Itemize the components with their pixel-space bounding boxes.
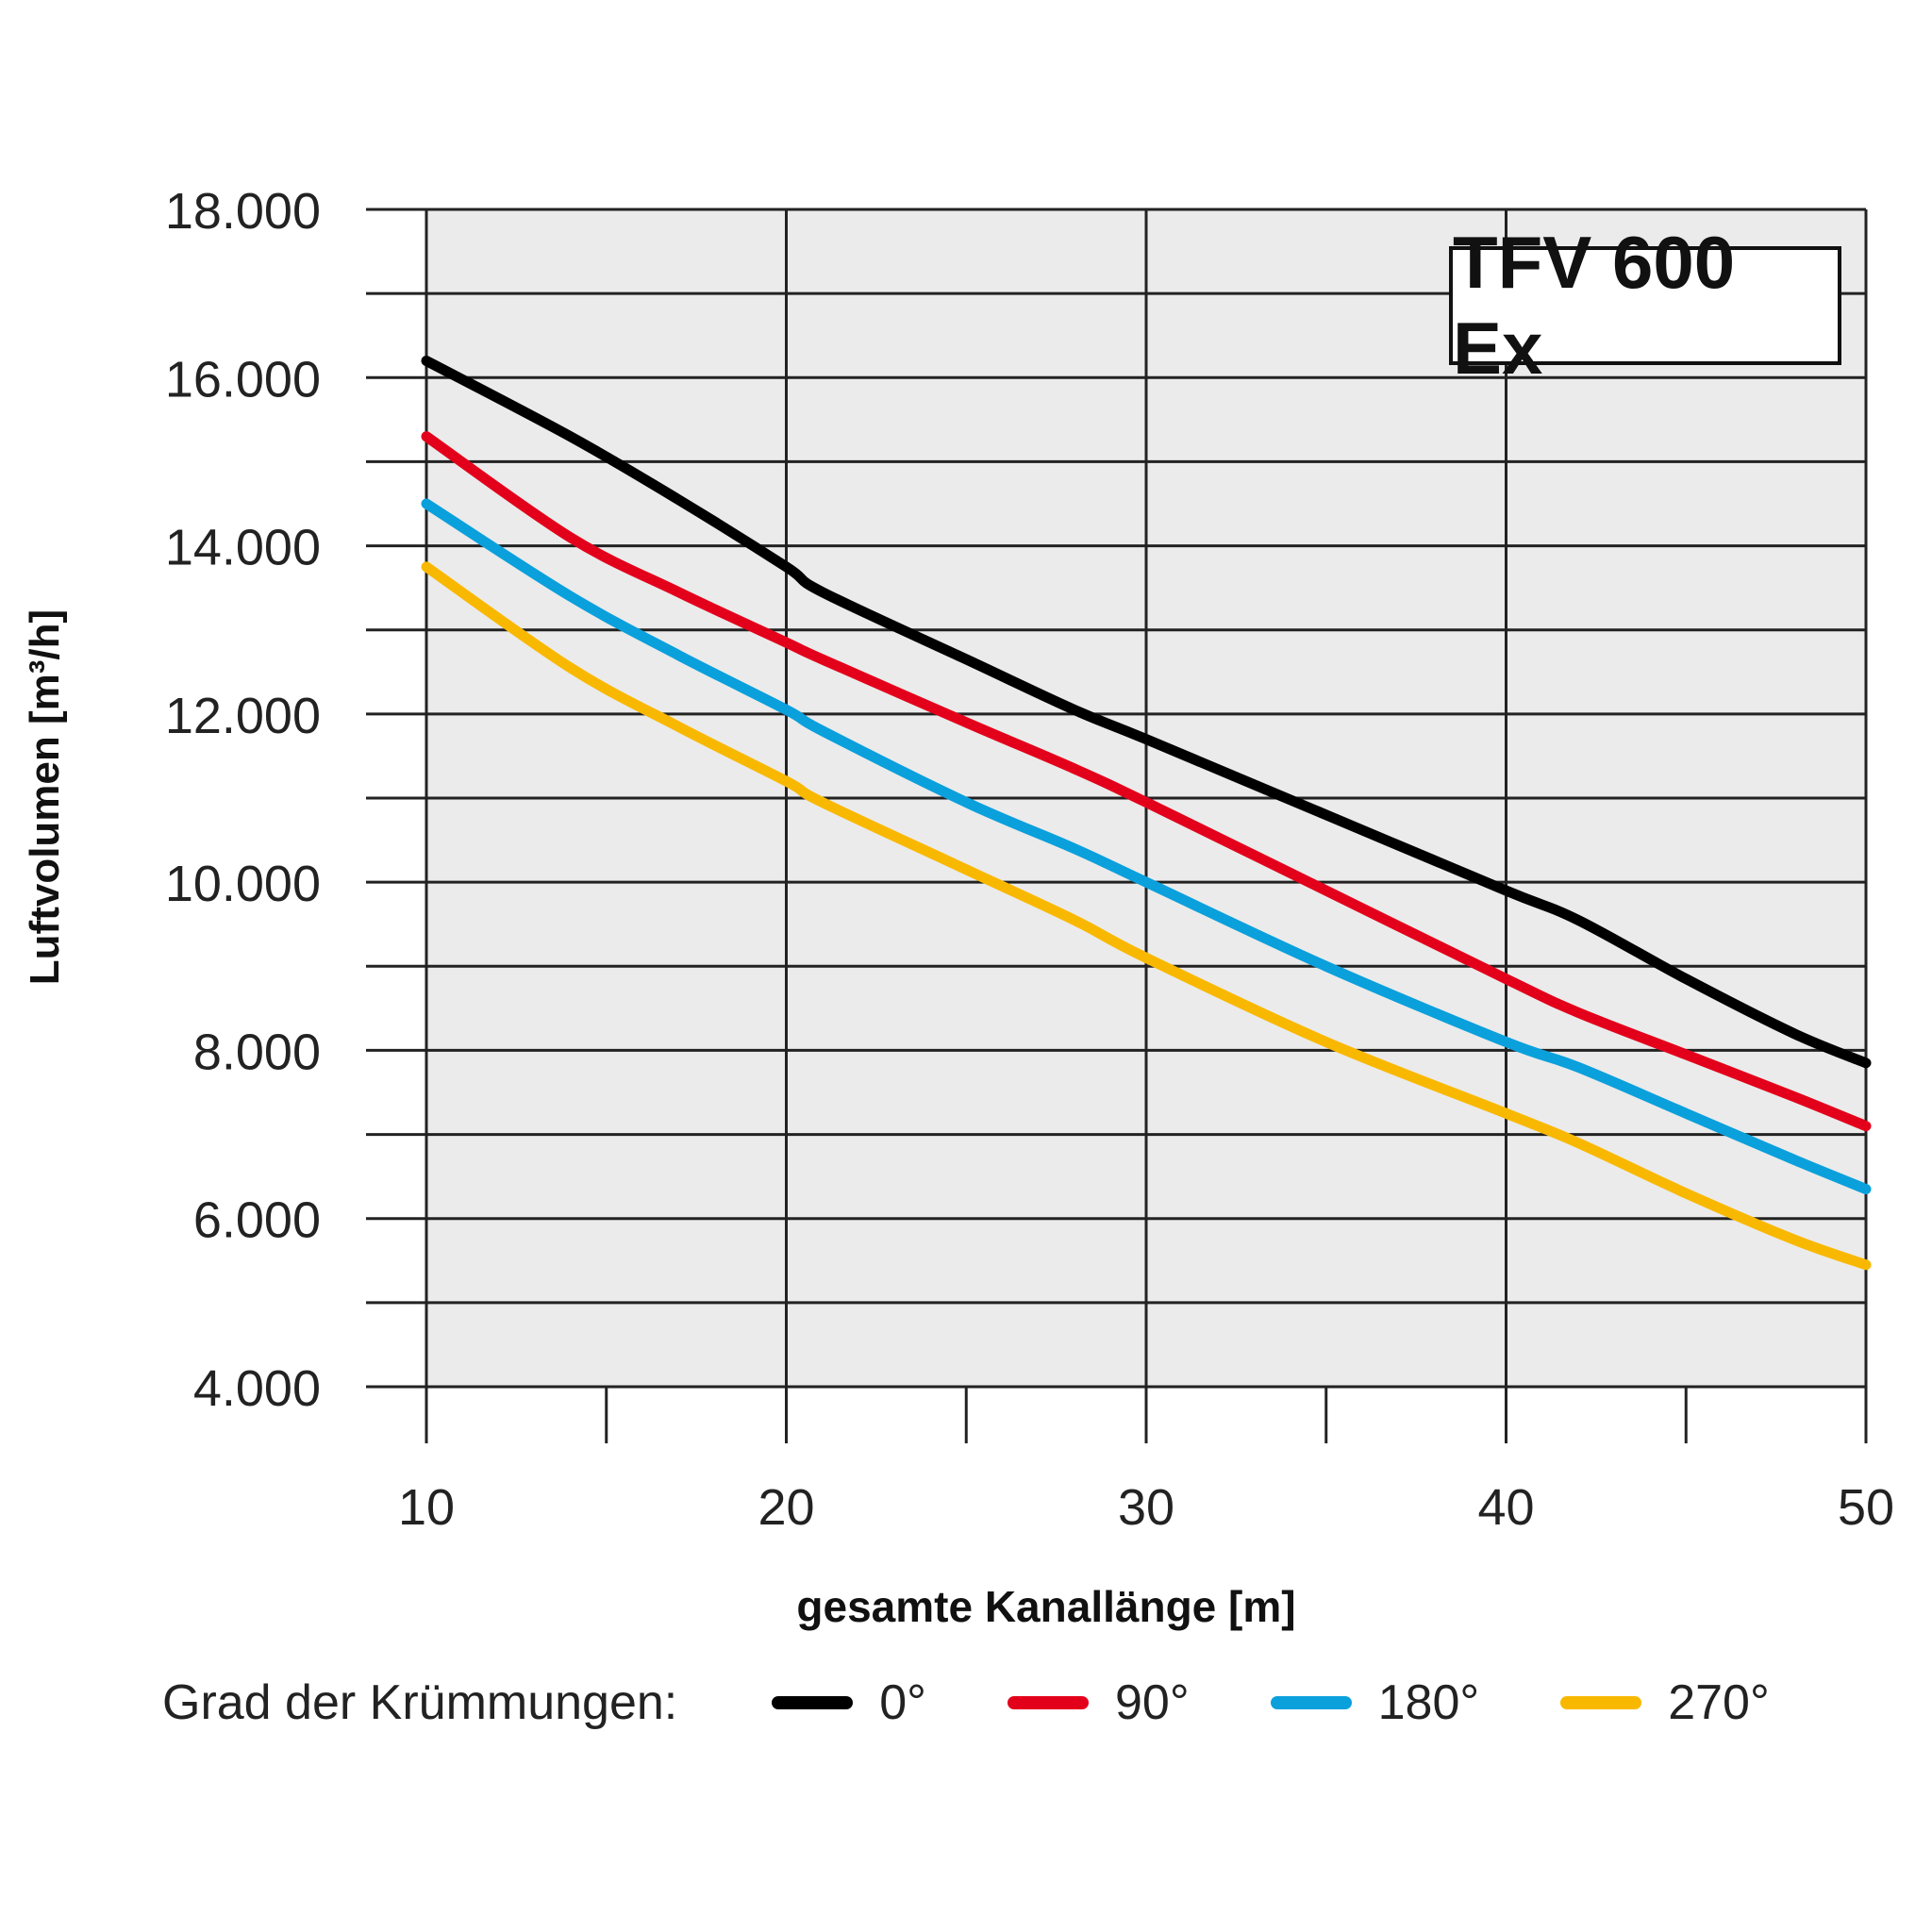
legend: Grad der Krümmungen: 0° 90° 180° 270° bbox=[162, 1670, 1851, 1736]
series-line-90deg bbox=[421, 431, 1872, 1132]
y-axis-label: Luftvolumen [m³/h] bbox=[22, 608, 68, 986]
y-tick-label: 12.000 bbox=[165, 688, 321, 744]
legend-label-270: 270° bbox=[1668, 1675, 1770, 1730]
y-tick-label: 14.000 bbox=[165, 520, 321, 576]
series-line-270deg bbox=[421, 561, 1872, 1271]
x-tick-label: 30 bbox=[1118, 1479, 1174, 1536]
legend-label-0: 0° bbox=[879, 1675, 926, 1730]
x-tick-label: 50 bbox=[1838, 1479, 1894, 1536]
legend-label-180: 180° bbox=[1377, 1675, 1480, 1730]
legend-item-90: 90° bbox=[1007, 1674, 1190, 1731]
chart-title: TFV 600 Ex bbox=[1453, 221, 1736, 390]
series-line-0deg bbox=[421, 355, 1872, 1069]
y-tick-label: 6.000 bbox=[193, 1192, 321, 1249]
x-tick-label: 10 bbox=[398, 1479, 455, 1536]
y-tick-label: 16.000 bbox=[165, 351, 321, 408]
legend-item-180: 180° bbox=[1270, 1674, 1480, 1731]
legend-item-270: 270° bbox=[1560, 1674, 1770, 1731]
series-line-180deg bbox=[421, 498, 1872, 1195]
legend-swatch-90 bbox=[1007, 1696, 1089, 1709]
chart-title-box: TFV 600 Ex bbox=[1449, 221, 1841, 390]
legend-swatch-270 bbox=[1560, 1696, 1642, 1709]
y-tick-label: 8.000 bbox=[193, 1024, 321, 1080]
y-tick-label: 4.000 bbox=[193, 1360, 321, 1417]
x-axis-label: gesamte Kanallänge [m] bbox=[796, 1582, 1296, 1631]
legend-swatch-180 bbox=[1270, 1696, 1352, 1709]
x-tick-label: 40 bbox=[1477, 1479, 1534, 1536]
y-tick-label: 18.000 bbox=[165, 183, 321, 240]
x-tick-label: 20 bbox=[758, 1479, 814, 1536]
legend-item-0: 0° bbox=[772, 1674, 926, 1731]
y-tick-label: 10.000 bbox=[165, 856, 321, 912]
legend-label-90: 90° bbox=[1114, 1675, 1190, 1730]
legend-title: Grad der Krümmungen: bbox=[162, 1675, 678, 1730]
legend-swatch-0 bbox=[772, 1696, 854, 1709]
